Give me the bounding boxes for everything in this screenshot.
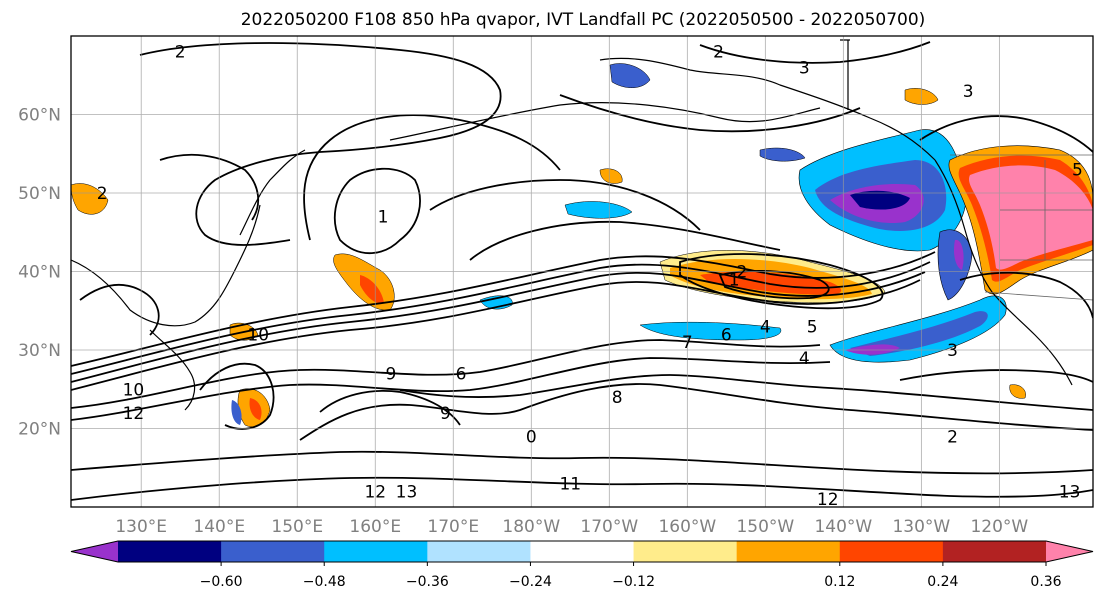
lon-tick-label: 170°E bbox=[427, 517, 479, 537]
contour-label: 7 bbox=[682, 333, 693, 353]
contour-label: 10 bbox=[247, 325, 269, 345]
lon-tick-label: 120°W bbox=[970, 517, 1028, 537]
colorbar: −0.60−0.48−0.36−0.24−0.120.120.240.360.4… bbox=[70, 540, 1094, 590]
lon-tick-label: 170°W bbox=[580, 517, 638, 537]
contour-label: 4 bbox=[760, 317, 771, 337]
colorbar-segment bbox=[324, 541, 428, 562]
lon-tick-label: 140°W bbox=[814, 517, 872, 537]
contour-label: 3 bbox=[799, 58, 810, 78]
borders bbox=[950, 154, 1093, 301]
lat-tick-label: 60°N bbox=[18, 106, 61, 126]
contour-label: 1 bbox=[729, 270, 740, 290]
colorbar-tick-label: 0.12 bbox=[824, 574, 855, 590]
contour-label: 8 bbox=[612, 388, 623, 408]
figure-title: 2022050200 F108 850 hPa qvapor, IVT Land… bbox=[241, 10, 926, 30]
colorbar-tick-label: −0.60 bbox=[200, 574, 243, 590]
colorbar-segment bbox=[221, 541, 325, 562]
lon-tick-label: 180°W bbox=[502, 517, 560, 537]
contour-lines bbox=[71, 41, 1093, 501]
contour-label: 6 bbox=[721, 325, 732, 345]
contour-label: 5 bbox=[807, 317, 818, 337]
contour-label: 2 bbox=[737, 263, 748, 283]
colorbar-outline bbox=[70, 540, 1094, 563]
lon-tick-label: 130°E bbox=[115, 517, 167, 537]
colorbar-tick-label: −0.12 bbox=[612, 574, 655, 590]
colorbar-segment bbox=[633, 541, 738, 562]
contour-label: 2 bbox=[175, 43, 186, 63]
contour-label: 0 bbox=[526, 427, 537, 447]
contour-label: 1 bbox=[378, 208, 389, 228]
colorbar-tick-label: −0.24 bbox=[509, 574, 552, 590]
coastlines bbox=[71, 39, 1073, 411]
lon-tick-label: 160°E bbox=[349, 517, 401, 537]
contour-label: 3 bbox=[947, 341, 958, 361]
contour-label: 2 bbox=[713, 43, 724, 63]
colorbar-extend-low bbox=[71, 541, 118, 562]
colorbar-tick-label: −0.36 bbox=[406, 574, 449, 590]
lat-tick-label: 30°N bbox=[18, 341, 61, 361]
colorbar-tick-label: 0.24 bbox=[927, 574, 958, 590]
lon-tick-label: 140°E bbox=[193, 517, 245, 537]
colorbar-tick-label: 0.36 bbox=[1030, 574, 1061, 590]
contour-label: 9 bbox=[385, 365, 396, 385]
lon-tick-label: 150°W bbox=[736, 517, 794, 537]
colorbar-segment bbox=[530, 541, 635, 562]
contour-label: 13 bbox=[1059, 482, 1081, 502]
contour-label: 9 bbox=[440, 404, 451, 424]
colorbar-segment bbox=[427, 541, 531, 562]
contour-label: 11 bbox=[559, 474, 581, 494]
colorbar-segment bbox=[839, 541, 944, 562]
contour-label: 3 bbox=[963, 82, 974, 102]
colorbar-tick-label: −0.48 bbox=[303, 574, 346, 590]
latitude-tick-labels: 60°N 50°N 40°N 30°N 20°N bbox=[18, 106, 61, 440]
contour-label: 12 bbox=[364, 482, 386, 502]
lon-tick-label: 160°W bbox=[658, 517, 716, 537]
contour-label: 6 bbox=[456, 365, 467, 385]
contour-label: 10 bbox=[123, 380, 145, 400]
longitude-tick-labels: 130°E 140°E 150°E 160°E 170°E 180°W 170°W 160°W… bbox=[115, 517, 1028, 537]
contour-label: 2 bbox=[97, 184, 108, 204]
lon-tick-label: 130°W bbox=[892, 517, 950, 537]
shading-layer bbox=[71, 63, 1093, 428]
contour-label: 5 bbox=[1072, 160, 1083, 180]
map-frame bbox=[70, 35, 1094, 508]
contour-label: 12 bbox=[123, 404, 145, 424]
lat-tick-label: 50°N bbox=[18, 184, 61, 204]
contour-label: 4 bbox=[799, 349, 810, 369]
contour-label: 12 bbox=[817, 490, 839, 510]
colorbar-segment bbox=[736, 541, 841, 562]
lat-tick-label: 40°N bbox=[18, 263, 61, 283]
lat-tick-label: 20°N bbox=[18, 420, 61, 440]
lon-tick-label: 150°E bbox=[271, 517, 323, 537]
contour-label: 13 bbox=[396, 482, 418, 502]
colorbar-extend-high bbox=[1046, 541, 1093, 562]
gridlines bbox=[71, 36, 1093, 507]
colorbar-segment bbox=[118, 541, 222, 562]
colorbar-segment bbox=[942, 541, 1047, 562]
contour-label: 2 bbox=[947, 427, 958, 447]
